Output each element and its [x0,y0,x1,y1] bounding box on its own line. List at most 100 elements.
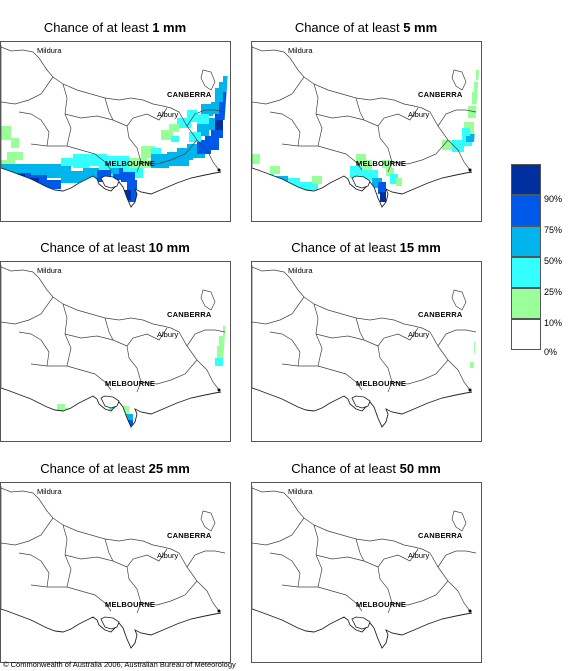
map-area: Mildura CANBERRA Albury MELBOURNE [251,41,482,222]
region-border [317,586,363,612]
place-label-canberra: CANBERRA [418,310,463,319]
rain-chance-shading [57,326,230,426]
map-drawing [1,486,226,649]
region-border [315,113,379,127]
rain-chance-cell [161,130,173,140]
legend-label-0: 0% [544,347,558,357]
port-phillip-bay [351,395,371,409]
legend-label-25: 25% [544,287,563,297]
rain-chance-cell [169,124,179,132]
rain-chance-cell [396,178,402,186]
region-border [104,97,114,121]
rain-chance-cell [270,166,280,174]
region-border [1,46,220,171]
legend-swatch-25 [511,257,541,288]
place-label-albury: Albury [408,551,430,560]
rain-chance-cell [374,422,380,427]
rain-chance-cell [364,160,372,168]
rain-chance-cell [382,160,392,168]
rain-chance-cell [123,190,131,200]
port-phillip-bay [351,175,371,189]
map-area: Mildura CANBERRA Albury MELBOURNE [251,261,482,442]
coastline [252,608,473,649]
panel-title: Chance of at least 15 mm [291,240,441,255]
legend-label-10: 10% [544,318,563,328]
region-border [200,69,216,91]
place-label-albury: Albury [157,110,179,119]
map-area: Mildura CANBERRA Albury MELBOURNE [251,482,482,663]
place-label-melbourne: MELBOURNE [105,600,156,609]
map-drawing [252,486,477,649]
rain-chance-cell [73,154,89,168]
region-border [66,365,112,391]
rain-chance-cell [380,192,386,202]
region-border [355,317,365,341]
marker-dot [468,168,472,172]
map-area: Mildura CANBERRA Albury MELBOURNE [0,482,231,663]
marker-dot [468,388,472,392]
panel-title: Chance of at least 1 mm [43,20,187,35]
rain-chance-cell [213,120,223,130]
region-border [200,289,216,311]
rain-chance-cell [378,182,386,194]
coastline [252,387,473,428]
rain-chance-cell [61,158,73,166]
place-label-albury: Albury [157,330,179,339]
region-border [64,333,128,347]
rain-chance-cell [187,110,197,122]
panel-title: Chance of at least 10 mm [40,240,190,255]
place-label-mildura: Mildura [288,266,313,275]
region-border [377,107,419,127]
region-border [200,510,216,532]
region-border [186,109,226,127]
region-border [377,125,393,173]
region-border [355,538,365,562]
rain-chance-cell [11,138,19,148]
rain-chance-cell [470,362,476,368]
region-border [126,566,142,614]
marker-dot [217,168,221,172]
rain-chance-cell [197,114,209,124]
rain-chance-cell [151,148,161,158]
region-border [317,145,363,171]
rain-chance-cell [474,342,481,354]
legend-swatch-10 [511,288,541,319]
region-border [64,113,128,127]
rain-chance-cell [221,90,229,114]
region-border [451,510,467,532]
place-label-canberra: CANBERRA [418,531,463,540]
port-phillip-bay [100,395,120,409]
rain-chance-cell [207,118,215,130]
region-border [186,550,226,568]
rain-chance-cell [300,182,318,190]
region-border [377,327,419,347]
region-border [437,550,477,568]
region-border [315,554,379,568]
rain-chance-cell [111,168,119,174]
rain-chance-cell [89,154,107,166]
region-border [104,317,114,341]
port-phillip-bay [351,616,371,630]
rain-chance-cell [57,404,65,412]
region-border [391,359,449,385]
region-border [126,327,168,347]
legend-label-50: 50% [544,256,563,266]
rain-chance-cell [223,326,230,336]
coastline [1,167,222,208]
region-border [281,584,318,588]
region-border [104,538,114,562]
region-border [355,97,365,121]
legend-label-90: 90% [544,194,563,204]
region-border [377,548,419,568]
rain-chance-cell [366,170,378,180]
region-border [66,586,112,612]
rain-chance-cell [47,180,61,189]
region-border [66,145,112,171]
region-border [1,296,54,325]
coastline [1,387,222,428]
region-border [269,331,301,367]
region-border [269,552,301,588]
legend-swatch-75 [511,195,541,226]
region-border [30,143,67,147]
rain-chance-cell [356,154,366,164]
